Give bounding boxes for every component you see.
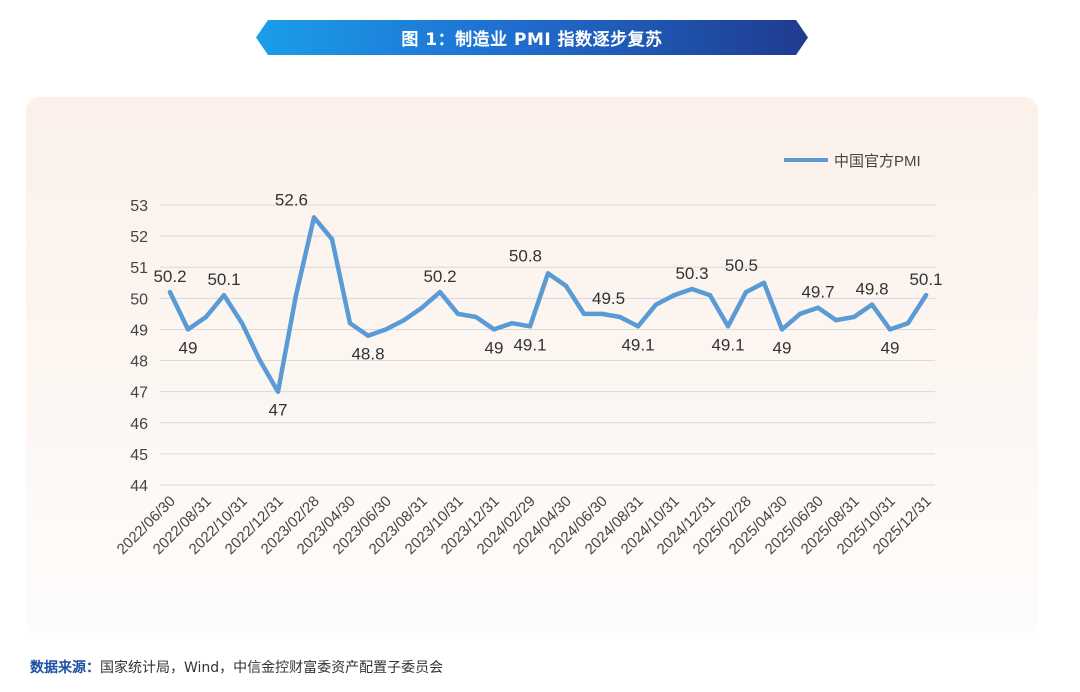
data-source-note: 数据来源：国家统计局，Wind，中信金控财富委资产配置子委员会 [30,657,443,677]
data-point [329,237,335,242]
data-labels: 50.2 49 50.1 47 52.6 48.8 50.2 49 49.1 50.8 49.5 49… [153,190,942,419]
data-label: 50.2 [423,267,456,286]
data-point [581,311,587,317]
chart-title: 图 1：制造业 PMI 指数逐步复苏 [401,30,663,50]
y-tick-label: 46 [130,416,148,433]
data-point [455,311,461,317]
data-point [257,358,263,363]
data-point [365,333,371,338]
y-tick-label: 47 [130,385,148,402]
data-label: 49 [773,338,792,357]
data-point [383,327,389,332]
data-label: 49 [485,338,504,357]
data-point [599,311,605,317]
data-point [473,314,479,320]
data-point [617,314,623,320]
data-label: 50.8 [509,246,542,265]
y-axis-ticks: 44 45 46 47 48 49 50 51 52 53 [130,198,148,495]
data-point [743,289,749,295]
data-point [725,324,731,329]
legend-label: 中国官方PMI [834,153,921,170]
y-tick-label: 45 [130,447,148,464]
source-text: 国家统计局，Wind，中信金控财富委资产配置子委员会 [100,660,444,676]
y-tick-label: 50 [130,291,148,308]
data-point [779,327,785,332]
data-point [239,321,245,326]
data-point [203,314,209,320]
data-label: 49 [881,338,900,357]
data-point [311,215,317,220]
y-tick-label: 52 [130,229,148,246]
grid-lines [160,204,935,486]
data-point [275,389,281,394]
data-point [509,321,515,326]
data-point [815,305,821,310]
data-point [563,283,569,289]
data-point [923,293,929,298]
data-point [293,293,299,298]
legend: 中国官方PMI [784,153,921,170]
data-label: 49 [179,338,198,357]
data-point [635,324,641,329]
y-tick-label: 44 [130,478,148,495]
data-label: 50.2 [153,267,186,286]
data-point [221,293,227,298]
data-point [797,311,803,317]
data-label: 50.3 [675,264,708,283]
y-tick-label: 49 [130,322,148,339]
data-label: 49.1 [513,335,546,354]
data-point [491,327,497,332]
source-label: 数据来源： [30,660,100,676]
data-points [167,215,929,394]
data-point [401,317,407,323]
data-point [347,321,353,326]
data-point [869,302,875,307]
data-point [545,271,551,276]
data-point [887,327,893,332]
data-label: 50.5 [725,256,758,275]
data-point [167,289,173,295]
data-point [653,302,659,307]
data-label: 49.5 [592,289,625,308]
chart-card [26,97,1038,640]
y-tick-label: 51 [130,260,148,277]
data-point [671,293,677,298]
data-point [527,324,533,329]
data-point [833,317,839,323]
data-point [905,321,911,326]
data-label: 49.1 [621,335,654,354]
data-label: 48.8 [351,345,384,364]
data-point [419,305,425,310]
data-label: 50.1 [207,270,240,289]
x-axis-ticks: 2022/06/302022/08/312022/10/312022/12/31… [114,493,935,558]
data-label: 52.6 [275,190,308,209]
data-label: 50.1 [909,270,942,289]
y-tick-label: 48 [130,354,148,371]
y-tick-label: 53 [130,198,148,215]
data-point [761,280,767,285]
data-point [707,293,713,298]
data-point [851,314,857,320]
data-point [185,327,191,332]
data-label: 49.7 [801,283,834,302]
data-label: 49.8 [855,280,888,299]
data-label: 47 [269,401,288,420]
data-point [689,286,695,292]
data-label: 49.1 [711,335,744,354]
series-line-pmi [167,215,929,394]
data-point [437,289,443,295]
chart-title-banner: 图 1：制造业 PMI 指数逐步复苏 [256,20,808,55]
